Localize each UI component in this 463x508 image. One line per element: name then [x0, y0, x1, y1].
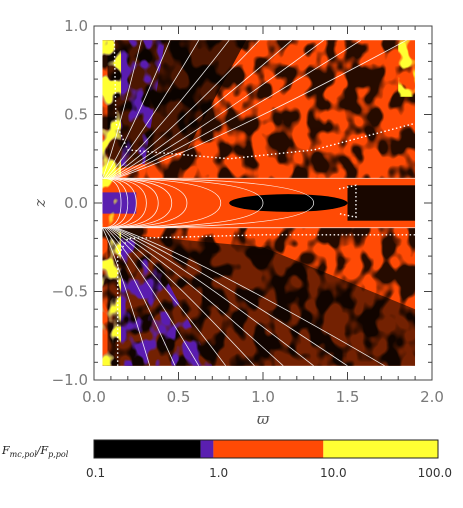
colorbar-segment	[94, 440, 201, 458]
field-line-upper	[114, 40, 362, 179]
colorbar-segment	[213, 440, 324, 458]
colorbar-tick-label: 10.0	[320, 466, 347, 480]
field-line-upper	[110, 40, 292, 179]
colorbar-frame	[93, 439, 439, 459]
field-line-disk-arc	[102, 177, 137, 229]
field-line-disk-arc	[102, 177, 222, 229]
field-line-upper	[105, 40, 200, 179]
colorbar-tick-label: 0.1	[86, 466, 105, 480]
colorbar-segment	[323, 440, 438, 458]
y-tick-label: −0.5	[52, 283, 88, 301]
y-tick-label: 0.5	[64, 106, 88, 124]
unity-contours	[113, 40, 416, 366]
x-tick-label: 0.5	[167, 388, 191, 406]
svg-text:Fmc,pol/Fp,pol: Fmc,pol/Fp,pol	[1, 444, 69, 459]
field-line-lower	[108, 227, 255, 366]
y-tick-label: 0.0	[64, 194, 88, 212]
field-line-upper	[103, 40, 171, 179]
plot-area	[102, 40, 416, 366]
y-tick-label: 1.0	[64, 17, 88, 35]
colorbar-segment	[200, 440, 214, 458]
field-line-disk-arc	[102, 177, 188, 229]
field-line-disk-arc	[102, 177, 159, 229]
field-line-disk-arc	[102, 177, 173, 229]
field-line-disk-arc	[102, 177, 129, 229]
heatmap	[102, 40, 416, 366]
x-tick-label: 2.0	[420, 388, 444, 406]
colorbar: 0.1 1.0 10.0 100.0	[86, 439, 452, 480]
yellow-top-right	[398, 40, 416, 97]
y-tick-label: −1.0	[52, 371, 88, 389]
field-line-upper	[107, 40, 230, 179]
field-line-upper	[102, 40, 142, 179]
field-line-disk-arc	[102, 177, 122, 229]
field-line-upper	[115, 40, 407, 179]
field-line-lower	[114, 227, 348, 366]
contour-disk-edge	[338, 184, 357, 219]
x-tick-label: 1.0	[251, 388, 275, 406]
x-tick-label: 0.0	[82, 388, 106, 406]
colorbar-tick-label: 1.0	[209, 466, 228, 480]
purple-lower	[102, 238, 213, 366]
field-line-lower	[103, 227, 176, 366]
disk-outer-dark	[347, 185, 416, 221]
field-line-lower	[107, 227, 227, 366]
axes: 0.0 0.5 1.0 1.5 2.0 −1.0 −0.5 0.0 0.5 1.0	[52, 17, 444, 406]
colorbar-tick-label: 100.0	[418, 466, 452, 480]
contour-lower	[116, 234, 416, 366]
y-axis-label: z	[31, 199, 49, 208]
field-lines	[102, 40, 416, 366]
field-line-disk-arc	[102, 177, 147, 229]
field-line-disk-arc	[102, 177, 264, 229]
field-line-lower	[110, 227, 284, 366]
field-line-lower	[105, 227, 200, 366]
field-line-lower	[115, 227, 385, 366]
field-line-lower	[102, 227, 151, 366]
field-line-upper	[108, 40, 260, 179]
x-axis-label: ϖ	[257, 410, 270, 428]
disk-dark-core	[229, 194, 348, 212]
contour-upper	[113, 40, 416, 160]
field-line-upper	[112, 40, 325, 179]
colorbar-title: Fmc,pol/Fp,pol	[1, 444, 69, 459]
field-line-lower	[112, 227, 314, 366]
x-tick-label: 1.5	[336, 388, 360, 406]
field-line-disk-arc	[102, 177, 315, 229]
